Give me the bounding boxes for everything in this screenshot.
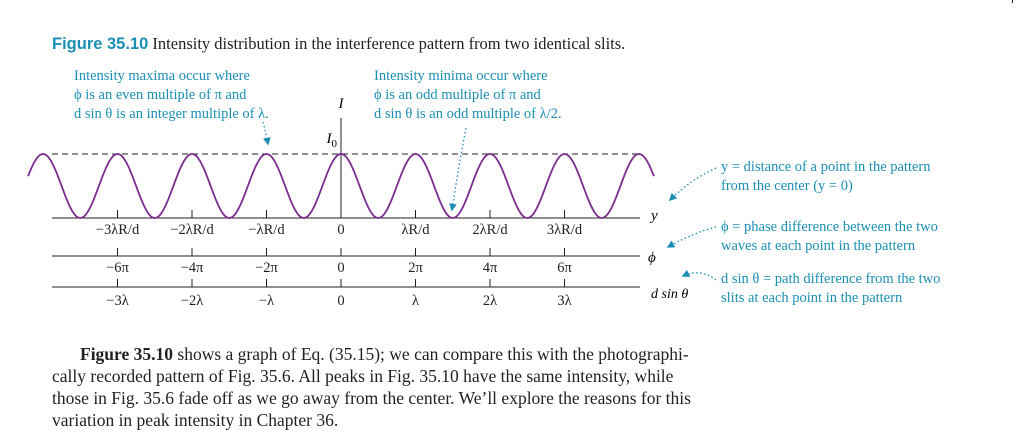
body-line-2: cally recorded pattern of Fig. 35.6. All… bbox=[52, 366, 674, 386]
maxima-arrow bbox=[262, 121, 271, 146]
tick-label-0-1: −2λR/d bbox=[170, 222, 214, 238]
y-scale-label: y bbox=[649, 208, 658, 224]
dsin-definition-line-1: d sin θ = path difference from the two bbox=[721, 271, 941, 287]
figure-number: Figure 35.10 bbox=[52, 35, 149, 53]
tick-layer: −3λR/d −2λR/d −λR/d 0 λR/d 2λR/d 3λR/d −6π −4π −2… bbox=[96, 210, 583, 309]
intensity-axis-label: I bbox=[338, 96, 345, 112]
phi-definition: ϕ = phase difference between the two wav… bbox=[721, 218, 938, 256]
tick-label-2-4: λ bbox=[412, 293, 419, 309]
tick-label-0-0: −3λR/d bbox=[96, 222, 140, 238]
tick-label-2-5: 2λ bbox=[483, 293, 497, 309]
minima-arrow bbox=[449, 127, 467, 212]
tick-label-2-6: 3λ bbox=[557, 293, 571, 309]
minima-line-3: d sin θ is an odd multiple of λ/2. bbox=[374, 106, 562, 122]
tick-label-0-4: λR/d bbox=[402, 222, 431, 238]
dsin-definition: d sin θ = path difference from the two s… bbox=[721, 270, 940, 308]
tick-label-0-5: 2λR/d bbox=[472, 222, 508, 238]
tick-label-2-2: −λ bbox=[259, 293, 274, 309]
i0-label: I0 bbox=[326, 131, 338, 150]
phi-pointer-arrow bbox=[666, 226, 717, 248]
i0-subscript: 0 bbox=[332, 138, 338, 150]
maxima-line-2: ϕ is an even multiple of π and bbox=[74, 87, 247, 103]
caption-text: Intensity distribution in the interferen… bbox=[152, 34, 626, 53]
i0-label-text: I bbox=[326, 131, 333, 147]
tick-label-1-0: −6π bbox=[106, 260, 129, 276]
tick-label-2-0: −3λ bbox=[106, 293, 128, 309]
y-definition: y = distance of a point in the pattern f… bbox=[721, 158, 931, 196]
minima-line-1: Intensity minima occur where bbox=[374, 68, 548, 84]
body-line-1: Figure 35.10 shows a graph of Eq. (35.15… bbox=[52, 343, 792, 365]
tick-label-1-2: −2π bbox=[255, 260, 278, 276]
dsin-pointer-arrow bbox=[681, 269, 717, 281]
tick-label-2-1: −2λ bbox=[181, 293, 203, 309]
y-definition-line-1: y = distance of a point in the pattern bbox=[721, 159, 931, 175]
phi-definition-line-1: ϕ = phase difference between the two bbox=[721, 219, 938, 235]
maxima-line-1: Intensity maxima occur where bbox=[74, 68, 250, 84]
tick-label-1-3: 0 bbox=[337, 260, 344, 276]
y-pointer-arrow bbox=[668, 167, 717, 202]
tick-label-0-2: −λR/d bbox=[248, 222, 285, 238]
phi-scale-label: ϕ bbox=[648, 250, 656, 266]
maxima-annotation: Intensity maxima occur where ϕ is an eve… bbox=[74, 67, 269, 124]
tick-label-1-6: 6π bbox=[557, 260, 572, 276]
body-line-4: variation in peak intensity in Chapter 3… bbox=[52, 410, 339, 430]
page-corner-mark bbox=[1012, 0, 1013, 3]
tick-label-1-1: −4π bbox=[181, 260, 204, 276]
body-line-3: those in Fig. 35.6 fade off as we go awa… bbox=[52, 388, 691, 408]
y-definition-line-2: from the center (y = 0) bbox=[721, 178, 853, 194]
minima-line-2: ϕ is an odd multiple of π and bbox=[374, 87, 541, 103]
tick-label-1-5: 4π bbox=[483, 260, 498, 276]
tick-label-0-3: 0 bbox=[337, 222, 344, 238]
body-paragraph: Figure 35.10 shows a graph of Eq. (35.15… bbox=[52, 343, 792, 431]
tick-label-0-6: 3λR/d bbox=[547, 222, 583, 238]
dsin-definition-line-2: slits at each point in the pattern bbox=[721, 290, 903, 306]
body-line-1-text: shows a graph of Eq. (35.15); we can com… bbox=[173, 344, 689, 364]
dsin-scale-label: d sin θ bbox=[651, 287, 688, 302]
minima-annotation: Intensity minima occur where ϕ is an odd… bbox=[374, 67, 562, 124]
figure-caption: Figure 35.10 Intensity distribution in t… bbox=[52, 34, 625, 54]
intensity-curve bbox=[27, 153, 655, 219]
maxima-line-3: d sin θ is an integer multiple of λ. bbox=[74, 106, 269, 122]
tick-label-1-4: 2π bbox=[408, 260, 423, 276]
tick-label-2-3: 0 bbox=[337, 293, 344, 309]
body-lead: Figure 35.10 bbox=[80, 344, 174, 364]
phi-definition-line-2: waves at each point in the pattern bbox=[721, 238, 916, 254]
